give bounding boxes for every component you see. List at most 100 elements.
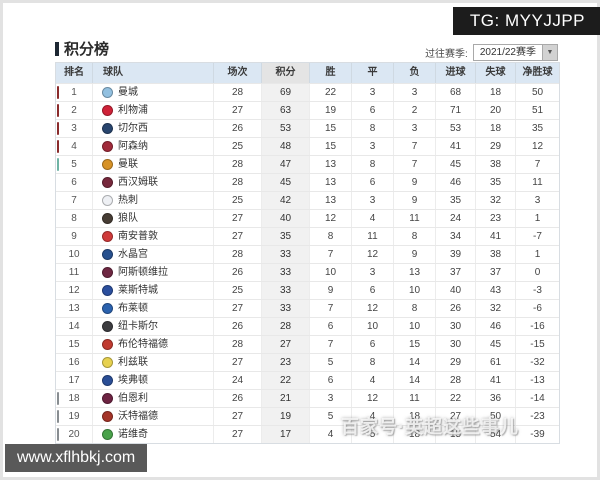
column-header-rank: 排名 bbox=[56, 63, 93, 83]
matches-played-value: 26 bbox=[214, 318, 262, 335]
goals-against-value: 32 bbox=[476, 300, 516, 317]
goals-for-value: 34 bbox=[436, 228, 476, 245]
wins-value: 13 bbox=[310, 156, 352, 173]
team-cell: 伯恩利 bbox=[93, 390, 214, 407]
goal-difference-value: -39 bbox=[530, 429, 545, 440]
team-name: 诺维奇 bbox=[118, 429, 148, 440]
rank-number: 17 bbox=[68, 375, 80, 386]
draws-value: 6 bbox=[352, 336, 394, 353]
goals-against-value: 61 bbox=[476, 354, 516, 371]
team-badge-icon bbox=[102, 231, 113, 242]
rank-cell: 19 bbox=[56, 408, 93, 425]
column-header-losses: 负 bbox=[394, 63, 436, 83]
points-value: 27 bbox=[262, 336, 310, 353]
team-badge-icon bbox=[102, 411, 113, 422]
team-badge-icon bbox=[102, 87, 113, 98]
column-header-wins: 胜 bbox=[310, 63, 352, 83]
rank-cell: 3 bbox=[56, 120, 93, 137]
points-value: 22 bbox=[262, 372, 310, 389]
goals-against-value: 38 bbox=[476, 246, 516, 263]
points-value: 21 bbox=[262, 390, 310, 407]
rank-cell: 17 bbox=[56, 372, 93, 389]
matches-played-value: 25 bbox=[214, 282, 262, 299]
goals-for-value: 15 bbox=[436, 426, 476, 443]
points-value: 33 bbox=[262, 246, 310, 263]
table-row: 7 热刺 25 42 13 3 9 35 32 3 bbox=[56, 191, 559, 209]
wins-value: 5 bbox=[310, 408, 352, 425]
table-row: 12 莱斯特城 25 33 9 6 10 40 43 -3 bbox=[56, 281, 559, 299]
team-cell: 纽卡斯尔 bbox=[93, 318, 214, 335]
losses-value: 9 bbox=[394, 192, 436, 209]
table-row: 11 阿斯顿维拉 26 33 10 3 13 37 37 0 bbox=[56, 263, 559, 281]
table-row: 2 利物浦 27 63 19 6 2 71 20 51 bbox=[56, 101, 559, 119]
team-cell: 曼城 bbox=[93, 84, 214, 101]
points-value: 53 bbox=[262, 120, 310, 137]
column-header-points: 积分 bbox=[262, 63, 310, 83]
team-cell: 狼队 bbox=[93, 210, 214, 227]
team-badge-icon bbox=[102, 285, 113, 296]
wins-value: 4 bbox=[310, 426, 352, 443]
rank-cell: 5 bbox=[56, 156, 93, 173]
team-badge-icon bbox=[102, 357, 113, 368]
table-row: 1 曼城 28 69 22 3 3 68 18 50 bbox=[56, 83, 559, 101]
goal-difference-value: 3 bbox=[534, 195, 541, 206]
column-header-played: 场次 bbox=[214, 63, 262, 83]
points-value: 47 bbox=[262, 156, 310, 173]
team-name: 布伦特福德 bbox=[118, 339, 168, 350]
matches-played-value: 28 bbox=[214, 174, 262, 191]
team-cell: 水晶宫 bbox=[93, 246, 214, 263]
goals-for-value: 41 bbox=[436, 138, 476, 155]
wins-value: 13 bbox=[310, 174, 352, 191]
points-value: 63 bbox=[262, 102, 310, 119]
draws-value: 12 bbox=[352, 300, 394, 317]
goal-difference-value: 11 bbox=[532, 177, 543, 188]
qualification-indicator bbox=[57, 158, 59, 171]
rank-number: 1 bbox=[71, 87, 77, 98]
matches-played-value: 27 bbox=[214, 426, 262, 443]
goals-for-value: 71 bbox=[436, 102, 476, 119]
draws-value: 6 bbox=[352, 102, 394, 119]
rank-number: 7 bbox=[71, 195, 77, 206]
goals-for-value: 26 bbox=[436, 300, 476, 317]
chevron-down-icon[interactable]: ▼ bbox=[542, 45, 557, 60]
losses-value: 7 bbox=[394, 156, 436, 173]
draws-value: 12 bbox=[352, 390, 394, 407]
matches-played-value: 28 bbox=[214, 246, 262, 263]
team-name: 埃弗顿 bbox=[118, 375, 148, 386]
points-value: 17 bbox=[262, 426, 310, 443]
points-value: 33 bbox=[262, 282, 310, 299]
rank-number: 15 bbox=[68, 339, 80, 350]
wins-value: 10 bbox=[310, 264, 352, 281]
team-badge-icon bbox=[102, 195, 113, 206]
season-dropdown-value: 2021/22赛季 bbox=[479, 47, 536, 58]
wins-value: 19 bbox=[310, 102, 352, 119]
points-value: 28 bbox=[262, 318, 310, 335]
goals-against-value: 46 bbox=[476, 318, 516, 335]
team-name: 利物浦 bbox=[118, 105, 148, 116]
losses-value: 8 bbox=[394, 228, 436, 245]
rank-cell: 13 bbox=[56, 300, 93, 317]
team-cell: 切尔西 bbox=[93, 120, 214, 137]
team-cell: 西汉姆联 bbox=[93, 174, 214, 191]
wins-value: 5 bbox=[310, 354, 352, 371]
goals-against-value: 20 bbox=[476, 102, 516, 119]
wins-value: 9 bbox=[310, 282, 352, 299]
team-badge-icon bbox=[102, 321, 113, 332]
draws-value: 3 bbox=[352, 192, 394, 209]
qualification-indicator bbox=[57, 86, 59, 99]
season-dropdown[interactable]: 2021/22赛季 ▼ bbox=[472, 44, 558, 61]
rank-cell: 20 bbox=[56, 426, 93, 443]
table-row: 6 西汉姆联 28 45 13 6 9 46 35 11 bbox=[56, 173, 559, 191]
points-value: 35 bbox=[262, 228, 310, 245]
column-header-draws: 平 bbox=[352, 63, 394, 83]
team-badge-icon bbox=[102, 267, 113, 278]
goals-against-value: 50 bbox=[476, 408, 516, 425]
season-selector: 过往赛季: 2021/22赛季 ▼ bbox=[425, 44, 558, 61]
rank-number: 13 bbox=[68, 303, 80, 314]
qualification-indicator bbox=[57, 410, 59, 423]
rank-number: 5 bbox=[71, 159, 77, 170]
matches-played-value: 27 bbox=[214, 228, 262, 245]
site-url-watermark: www.xflhbkj.com bbox=[5, 444, 148, 472]
rank-cell: 12 bbox=[56, 282, 93, 299]
draws-value: 4 bbox=[352, 210, 394, 227]
